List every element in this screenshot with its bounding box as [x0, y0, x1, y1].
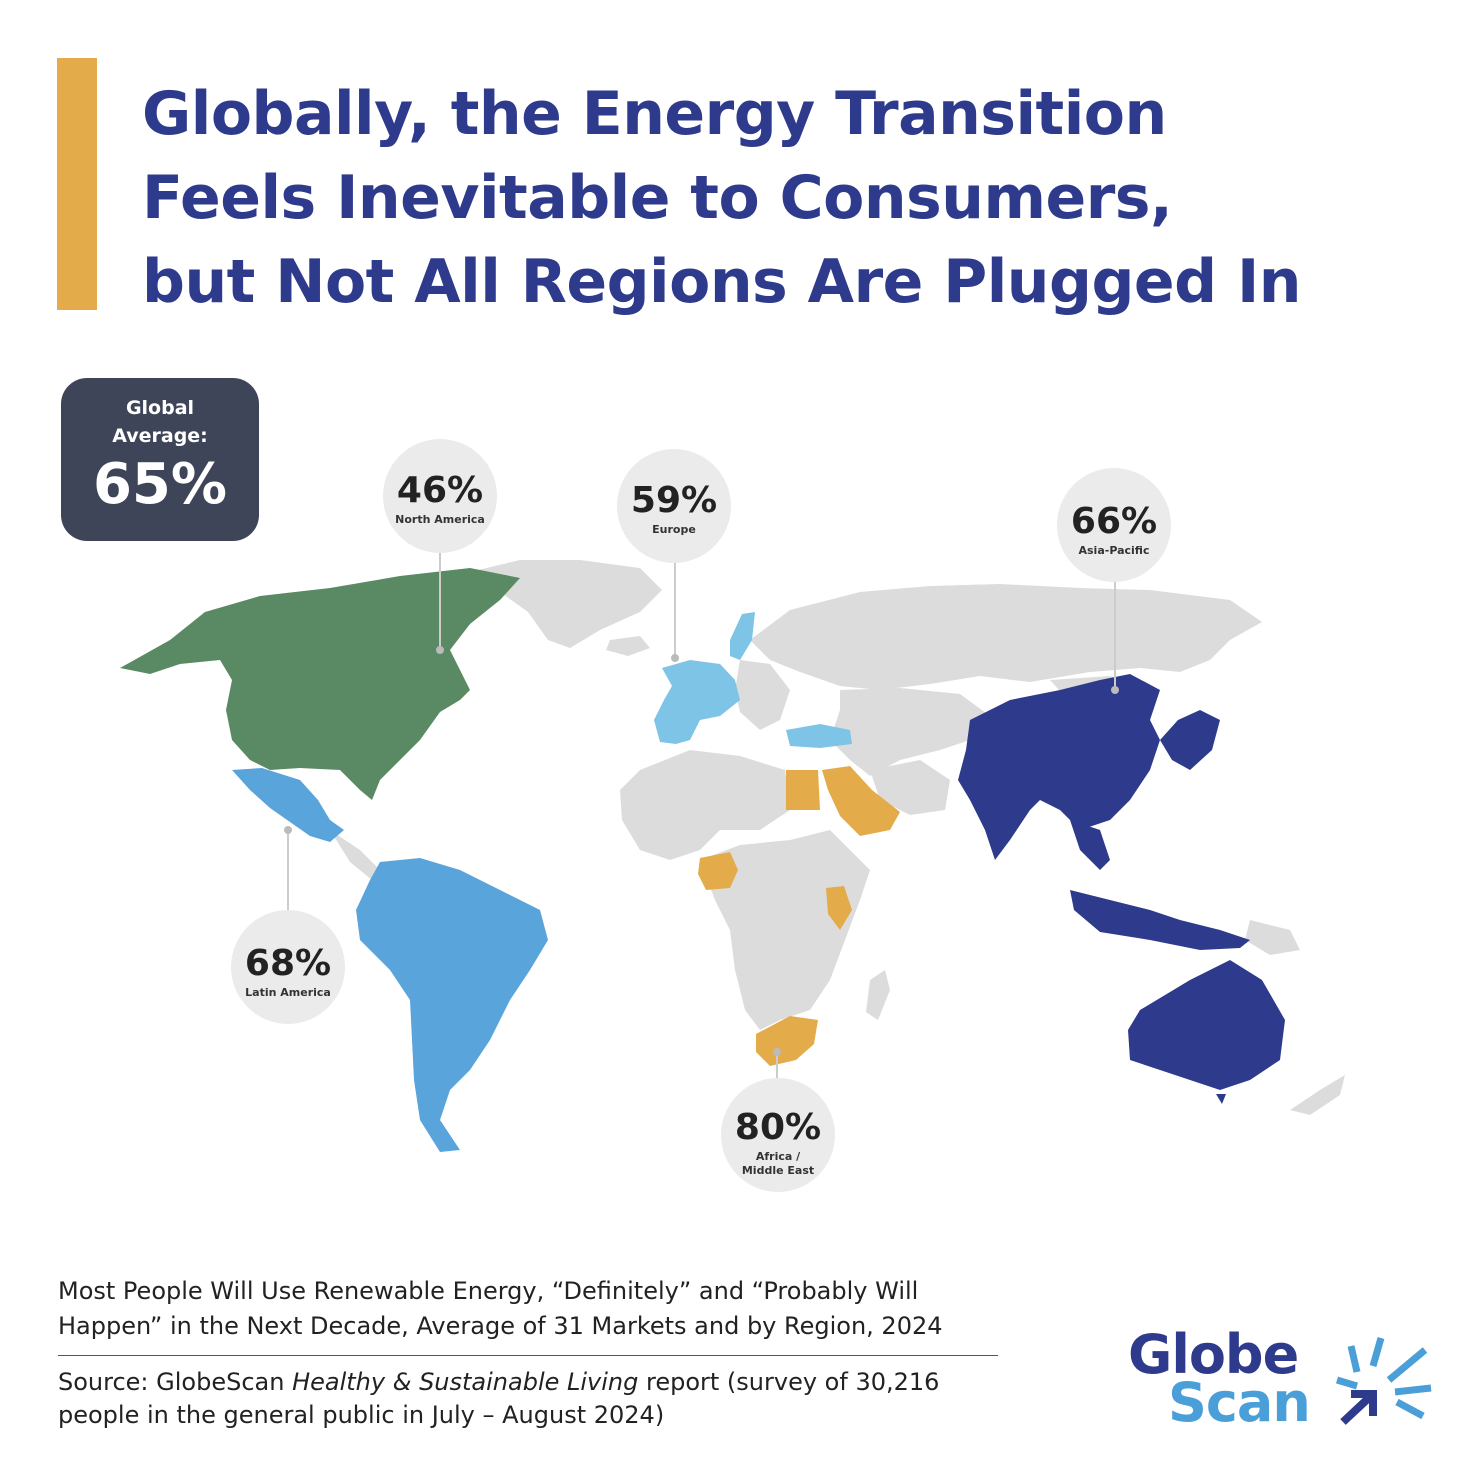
bubble-africa-middle-east-label-1: Africa /	[755, 1150, 801, 1163]
europe-east-shape	[735, 660, 790, 730]
new-zealand-shape	[1290, 1075, 1345, 1115]
region-latin-america-shape	[232, 768, 344, 842]
bubble-north-america-value: 46%	[396, 470, 484, 511]
region-scandinavia-shape	[730, 612, 755, 660]
region-europe-shape	[654, 660, 740, 744]
greenland-shape	[470, 560, 662, 648]
land-other	[330, 560, 1345, 1115]
madagascar-shape	[866, 970, 890, 1020]
chart-caption: Most People Will Use Renewable Energy, “…	[58, 1274, 998, 1344]
bubble-africa-middle-east-value: 80%	[734, 1107, 822, 1148]
region-south-africa-shape	[756, 1016, 818, 1066]
global-average-label-1: Global	[125, 397, 195, 419]
bubble-europe: 59% Europe	[617, 449, 731, 563]
region-china-india-shape	[958, 674, 1160, 860]
bubble-europe-value: 59%	[630, 480, 718, 521]
caption-line-2: Happen” in the Next Decade, Average of 3…	[58, 1312, 943, 1340]
title-line-2: Feels Inevitable to Consumers,	[142, 163, 1173, 233]
globescan-logo: Globe Scan	[1128, 1326, 1438, 1436]
north-africa-shape	[620, 750, 790, 860]
accent-bar	[57, 58, 97, 310]
caption-line-1: Most People Will Use Renewable Energy, “…	[58, 1277, 919, 1305]
bubble-latin-america-label: Latin America	[245, 986, 331, 999]
bubble-asia-pacific-label: Asia-Pacific	[1078, 544, 1150, 557]
bubble-latin-america-value: 68%	[244, 943, 332, 984]
region-kenya-shape	[826, 886, 852, 930]
logo-text-globe: Globe	[1128, 1323, 1299, 1386]
region-nigeria-shape	[698, 852, 738, 890]
bubble-africa-middle-east: 80% Africa / Middle East	[721, 1078, 835, 1192]
source-note: Source: GlobeScan Healthy & Sustainable …	[58, 1366, 1018, 1432]
bubble-asia-pacific: 66% Asia-Pacific	[1057, 468, 1171, 582]
source-line-2: people in the general public in July – A…	[58, 1401, 665, 1429]
logo-text-scan: Scan	[1168, 1371, 1311, 1434]
region-turkey-shape	[786, 724, 852, 748]
iceland-shape	[606, 636, 650, 656]
bubble-north-america: 46% North America	[383, 439, 497, 553]
source-report-title: Healthy & Sustainable Living	[292, 1368, 639, 1396]
russia-shape	[750, 584, 1262, 690]
title-line-1: Globally, the Energy Transition	[142, 79, 1167, 149]
title-line-3: but Not All Regions Are Plugged In	[142, 247, 1301, 317]
source-prefix: Source: GlobeScan	[58, 1368, 293, 1396]
leader-dot-africa-middle-east	[773, 1048, 781, 1056]
region-australia-shape	[1128, 960, 1285, 1090]
global-average-box: Global Average: 65%	[61, 378, 259, 541]
bubble-north-america-label: North America	[395, 513, 485, 526]
pacific-islands-shape	[1245, 920, 1300, 955]
bubble-africa-middle-east-label-2: Middle East	[741, 1164, 815, 1177]
region-indonesia-shape	[1070, 890, 1250, 950]
central-africa-shape	[700, 830, 870, 1030]
source-suffix: report (survey of 30,216	[638, 1368, 940, 1396]
leader-dot-north-america	[436, 646, 444, 654]
caption-divider	[58, 1355, 998, 1356]
bubble-latin-america: 68% Latin America	[231, 910, 345, 1024]
logo-burst-icon	[1335, 1337, 1432, 1425]
region-saudi-arabia-shape	[822, 766, 900, 836]
region-south-america-shape	[356, 858, 548, 1152]
iran-shape	[870, 760, 950, 815]
region-japan-korea-shape	[1160, 710, 1220, 770]
leader-dot-latin-america	[284, 826, 292, 834]
leader-dot-asia-pacific	[1111, 686, 1119, 694]
region-egypt-shape	[786, 770, 820, 810]
global-average-label-2: Average:	[112, 425, 208, 447]
region-tasmania-shape	[1216, 1094, 1226, 1104]
bubble-europe-label: Europe	[652, 523, 696, 536]
region-southeast-asia-shape	[1070, 820, 1110, 870]
region-north-america-shape	[120, 568, 520, 800]
bubble-asia-pacific-value: 66%	[1070, 501, 1158, 542]
global-average-value: 65%	[92, 452, 228, 517]
leader-dot-europe	[671, 654, 679, 662]
central-asia-shape	[830, 688, 990, 776]
central-america-grey	[330, 830, 380, 880]
page-title: Globally, the Energy Transition Feels In…	[142, 72, 1402, 324]
